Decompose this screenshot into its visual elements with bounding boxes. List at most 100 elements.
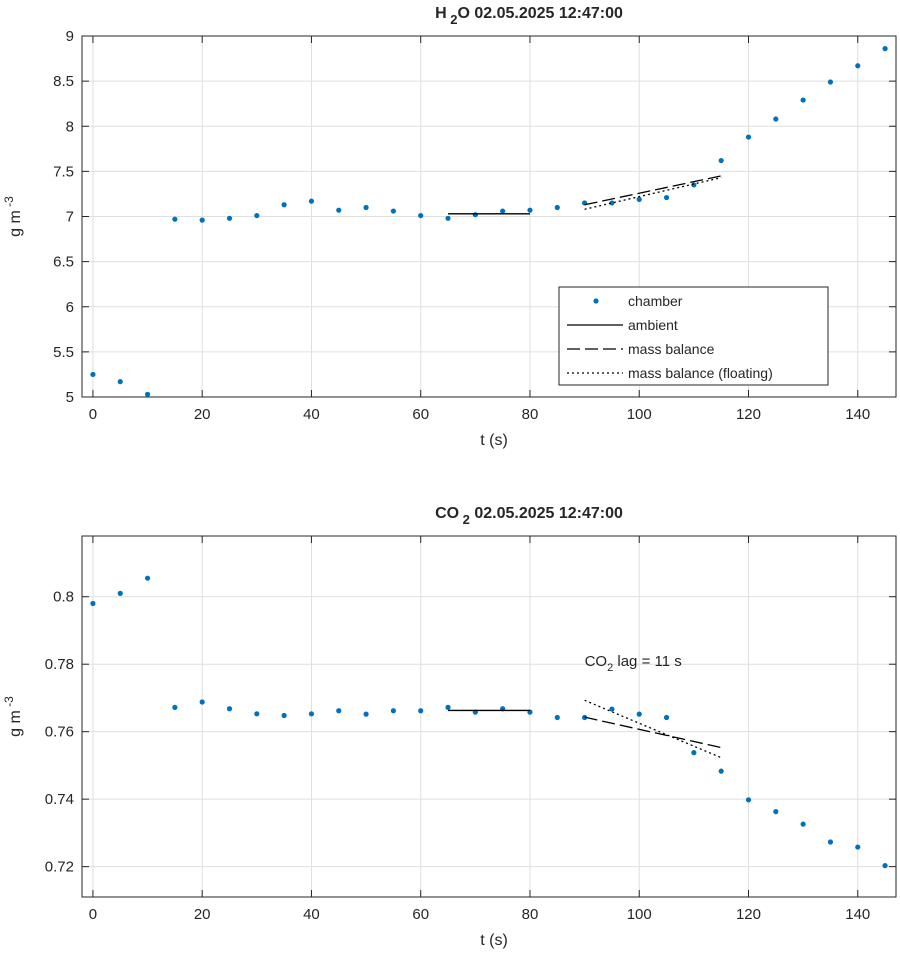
chamber-point [636, 711, 642, 717]
chamber-point [800, 821, 806, 827]
legend-label-ambient: ambient [628, 317, 678, 333]
x-tick-label: 140 [845, 406, 870, 423]
chamber-point [554, 714, 560, 721]
x-tick-label: 40 [303, 906, 320, 923]
mass-balance-floating-line [584, 177, 722, 210]
chamber-point [636, 196, 642, 202]
x-tick-label: 80 [522, 406, 539, 423]
series-group [90, 575, 888, 869]
chamber-point [336, 708, 342, 714]
x-tick-label: 80 [522, 906, 539, 923]
y-tick-label: 7.5 [53, 163, 74, 180]
chamber-point [745, 797, 752, 803]
tick-marks [82, 35, 896, 398]
y-tick-label: 9 [66, 28, 74, 45]
x-tick-label: 120 [736, 906, 761, 923]
chart-title-text: H [435, 5, 447, 22]
chamber-point [527, 207, 533, 213]
chamber-point [445, 215, 451, 221]
chamber-point [308, 711, 315, 717]
chamber-point [554, 204, 560, 211]
chamber-point [90, 371, 96, 378]
chamber-point [745, 134, 752, 140]
chamber-point [472, 212, 478, 218]
chamber-point [882, 46, 888, 52]
chamber-point [117, 590, 123, 596]
y-tick-label: 0.76 [45, 724, 74, 741]
legend-label-chamber: chamber [628, 293, 683, 309]
x-tick-label: 60 [412, 906, 429, 923]
legend-label-mass-balance: mass balance [628, 341, 715, 357]
x-tick-label: 60 [412, 406, 429, 423]
chamber-point [390, 208, 396, 214]
mass-balance-line [584, 175, 722, 206]
chart-title-text: CO [435, 505, 459, 522]
y-tick-label: 5.5 [53, 344, 74, 361]
annotation-subscript: 2 [607, 662, 613, 674]
chart-title-subscript: 2 [447, 12, 458, 27]
chamber-point [117, 379, 123, 385]
chamber-point [226, 215, 233, 221]
chamber-point [336, 207, 342, 213]
chamber-point [800, 97, 806, 103]
chamber-point [882, 863, 888, 869]
axes-frame [81, 535, 897, 898]
tick-marks [82, 536, 896, 897]
plot-area [82, 536, 896, 897]
chamber-point [855, 844, 861, 850]
chamber-point [663, 194, 670, 201]
chamber-point [718, 768, 724, 774]
chamber-point [773, 809, 779, 815]
chamber-point [773, 116, 779, 122]
x-tick-label: 40 [303, 406, 320, 423]
y-tick-label: 8.5 [53, 73, 74, 90]
chamber-point [390, 708, 396, 714]
chamber-point [663, 714, 670, 721]
chart-panel-1: 0 20 40 60 80 100 120 140 5 5.5 6 6.5 7 7.5 8 8.5 9 H 2O … [2, 5, 897, 449]
chamber-point [281, 712, 287, 719]
y-axis-label-superscript: -3 [2, 696, 16, 710]
y-tick-label: 0.72 [45, 859, 74, 876]
y-axis-label: g m -3 [2, 196, 24, 237]
legend-box [558, 286, 829, 386]
chamber-point [609, 706, 615, 712]
x-axis-label: t (s) [480, 932, 508, 949]
y-tick-label: 8 [66, 118, 74, 135]
chart-title: CO 2 02.05.2025 12:47:00 [435, 505, 623, 527]
y-axis-label-text: g m [7, 210, 24, 237]
y-tick-label: 0.78 [45, 656, 74, 673]
y-tick-label: 6.5 [53, 254, 74, 271]
x-tick-label: 0 [89, 406, 97, 423]
chamber-point [199, 699, 205, 705]
chamber-point [500, 208, 506, 214]
chamber-point [254, 212, 260, 219]
chamber-point [609, 200, 615, 206]
chart-title-text: 02.05.2025 12:47:00 [470, 505, 623, 522]
chart-title: H 2O 02.05.2025 12:47:00 [435, 5, 623, 27]
chamber-point [144, 391, 151, 397]
chamber-point [418, 708, 424, 714]
x-tick-label: 100 [627, 406, 652, 423]
y-tick-label: 0.8 [53, 589, 74, 606]
mass-balance-line [584, 716, 722, 749]
legend-marker-chamber [593, 298, 599, 304]
x-tick-label: 120 [736, 406, 761, 423]
annotation-text: lag = 11 s [613, 653, 682, 670]
legend: chamber ambient mass balance mass balance (… [558, 286, 829, 386]
y-tick-label: 6 [66, 299, 74, 316]
chamber-point [172, 704, 178, 710]
chamber-point [718, 157, 724, 164]
x-axis-label: t (s) [480, 432, 508, 449]
x-tick-label: 0 [89, 906, 97, 923]
y-tick-label: 0.74 [45, 791, 74, 808]
x-tick-label: 100 [627, 906, 652, 923]
chart-title-subscript: 2 [459, 512, 470, 527]
chamber-point [172, 216, 178, 222]
y-axis-label: g m -3 [2, 696, 24, 737]
y-tick-label: 7 [66, 209, 74, 226]
x-tick-label: 20 [194, 906, 211, 923]
x-tick-label: 20 [194, 406, 211, 423]
chamber-point [445, 704, 451, 710]
chamber-point [691, 750, 697, 756]
